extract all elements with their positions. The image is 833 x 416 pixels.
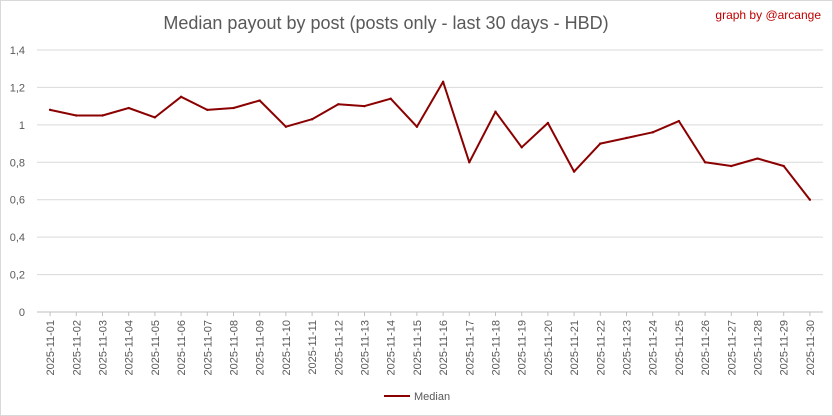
x-tick-label: 2025-11-04 xyxy=(124,320,136,375)
x-tick-label: 2025-11-17 xyxy=(464,320,476,375)
x-tick-label: 2025-11-13 xyxy=(360,320,372,375)
gridlines xyxy=(37,49,823,313)
data-point xyxy=(441,80,445,84)
y-axis-ticks: 0 0,2 0,4 0,6 0,8 1 1,2 1,4 xyxy=(10,45,25,319)
x-tick-label: 2025-11-15 xyxy=(412,320,424,375)
data-point xyxy=(494,110,497,113)
data-point xyxy=(310,118,314,121)
x-tick-label: 2025-11-23 xyxy=(622,320,634,375)
x-tick-label: 2025-11-24 xyxy=(648,320,660,375)
x-tick-label: 2025-11-05 xyxy=(150,320,162,375)
legend: Median xyxy=(384,391,450,403)
x-tick-label: 2025-11-09 xyxy=(255,320,267,375)
data-point xyxy=(677,119,681,123)
series-line-median xyxy=(49,80,811,201)
x-tick-label: 2025-11-21 xyxy=(569,320,581,375)
y-tick-label: 0,6 xyxy=(10,195,25,207)
chart-title: Median payout by post (posts only - last… xyxy=(163,13,608,33)
x-tick-label: 2025-11-06 xyxy=(176,320,188,375)
x-tick-label: 2025-11-12 xyxy=(333,320,345,375)
x-tick-label: 2025-11-10 xyxy=(281,320,293,375)
data-point xyxy=(127,106,130,110)
data-point xyxy=(363,104,366,108)
data-point xyxy=(48,108,52,112)
data-point xyxy=(651,131,654,134)
x-tick-label: 2025-11-22 xyxy=(595,320,607,375)
x-tick-label: 2025-11-14 xyxy=(386,320,398,375)
x-tick-label: 2025-11-28 xyxy=(753,320,765,375)
data-point xyxy=(232,106,235,110)
data-point xyxy=(782,164,785,168)
x-tick-label: 2025-11-27 xyxy=(726,320,738,375)
data-point xyxy=(703,161,707,164)
data-point xyxy=(153,116,157,119)
chart-credit: graph by @arcange xyxy=(715,8,821,22)
x-tick-label: 2025-11-18 xyxy=(491,320,503,375)
data-point xyxy=(389,97,392,100)
y-tick-label: 1,4 xyxy=(10,45,25,57)
x-tick-label: 2025-11-26 xyxy=(700,320,712,375)
y-tick-label: 0,4 xyxy=(10,232,25,244)
x-tick-label: 2025-11-08 xyxy=(229,320,241,375)
data-point xyxy=(258,99,261,102)
data-point xyxy=(337,103,340,106)
x-tick-label: 2025-11-07 xyxy=(202,320,214,375)
y-tick-label: 1 xyxy=(19,120,25,132)
x-tick-label: 2025-11-03 xyxy=(98,320,110,375)
x-tick-label: 2025-11-16 xyxy=(438,320,450,375)
x-tick-label: 2025-11-11 xyxy=(307,320,319,375)
x-tick-label: 2025-11-30 xyxy=(805,320,817,375)
x-tick-label: 2025-11-29 xyxy=(779,320,791,375)
y-tick-label: 0,8 xyxy=(10,157,25,169)
y-tick-label: 1,2 xyxy=(10,82,25,94)
data-point xyxy=(101,114,104,117)
data-point xyxy=(75,114,78,117)
x-axis-ticks: 2025-11-01 2025-11-02 2025-11-03 2025-11-04… xyxy=(45,312,817,375)
y-tick-label: 0 xyxy=(19,307,25,319)
data-point xyxy=(546,121,550,125)
data-point xyxy=(599,142,602,145)
x-tick-label: 2025-11-19 xyxy=(517,320,529,375)
data-point xyxy=(284,125,288,128)
x-tick-label: 2025-11-20 xyxy=(543,320,555,375)
x-tick-label: 2025-11-01 xyxy=(45,320,57,375)
x-tick-label: 2025-11-02 xyxy=(71,320,83,375)
x-tick-label: 2025-11-25 xyxy=(674,320,686,375)
data-point xyxy=(730,164,733,168)
data-point xyxy=(572,170,576,173)
legend-label-median: Median xyxy=(414,391,450,403)
data-point xyxy=(808,198,812,201)
data-point xyxy=(756,157,759,160)
data-point xyxy=(468,161,471,164)
data-point xyxy=(415,125,419,128)
data-point xyxy=(520,146,523,149)
y-tick-label: 0,2 xyxy=(10,270,25,282)
data-point xyxy=(625,136,628,140)
data-point xyxy=(206,108,209,112)
series-group xyxy=(48,80,812,201)
data-point xyxy=(179,95,183,98)
